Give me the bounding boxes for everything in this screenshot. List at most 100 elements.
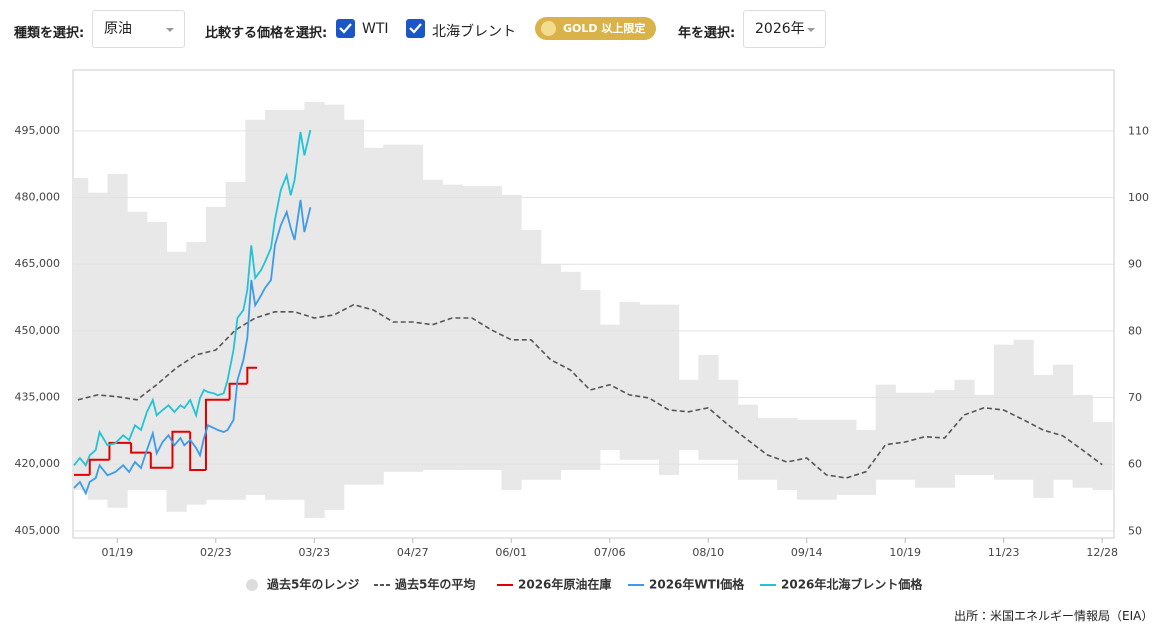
x-tick-label: 04/27 [397, 546, 429, 559]
inventory-step [108, 441, 132, 460]
y-tick-label: 420,000 [15, 457, 61, 470]
y2-tick-label: 110 [1128, 124, 1149, 137]
x-tick-label: 09/14 [791, 546, 823, 559]
legend-label: 過去5年のレンジ [267, 577, 359, 592]
y2-tick-label: 50 [1128, 524, 1142, 537]
compare-label: 比較する価格を選択: [205, 26, 328, 41]
range-band [383, 144, 404, 472]
range-band [678, 379, 699, 450]
inventory-step [171, 430, 191, 468]
range-band [619, 302, 640, 460]
x-tick-label: 03/23 [298, 546, 330, 559]
x-tick-label: 01/19 [101, 546, 133, 559]
range-band [225, 182, 246, 500]
range-band [245, 119, 266, 495]
range-band [974, 394, 995, 475]
range-band [442, 184, 463, 470]
type-select[interactable]: 原油 [92, 10, 185, 48]
range-band [481, 186, 502, 470]
wti-label[interactable]: WTI [362, 21, 389, 37]
inventory-step [246, 366, 258, 384]
x-tick-label: 02/23 [200, 546, 232, 559]
range-band [915, 392, 936, 488]
range-band [1052, 364, 1074, 480]
price-line [73, 129, 312, 468]
brent-label[interactable]: 北海ブレント [432, 24, 516, 40]
y-tick-label: 435,000 [15, 391, 61, 404]
range-band [1072, 394, 1093, 488]
range-band [737, 404, 758, 480]
range-band [324, 104, 345, 511]
average-line [77, 303, 1103, 479]
legend-symbol [246, 579, 258, 591]
year-label: 年を選択: [678, 26, 736, 41]
chart: 405,000 420,000 435,000 450,000 465,000 480,0… [15, 69, 1149, 592]
y-tick-label: 495,000 [15, 124, 61, 137]
inventory-step [189, 431, 206, 471]
price-line [73, 199, 312, 496]
y2-tick-label: 80 [1128, 324, 1142, 337]
y-tick-label: 465,000 [15, 257, 61, 270]
range-band [639, 304, 660, 460]
range-band [1092, 422, 1113, 490]
range-band [186, 242, 207, 505]
y2-tick-label: 100 [1128, 191, 1149, 204]
range-band [658, 304, 680, 475]
type-label: 種類を選択: [14, 26, 85, 41]
x-tick-label: 08/10 [692, 546, 724, 559]
range-band [284, 110, 305, 500]
range-band [718, 379, 739, 460]
inventory-step [88, 458, 110, 475]
range-band [363, 147, 384, 485]
range-band [107, 174, 128, 508]
legend-label: 2026年北海ブレント価格 [781, 577, 923, 592]
range-band [462, 186, 483, 470]
range-band [934, 390, 955, 488]
gold-text: GOLD 以上限定 [563, 22, 646, 35]
year-select[interactable]: 2026年 [743, 10, 826, 48]
y2-tick-label: 70 [1128, 391, 1142, 404]
range-band [87, 192, 108, 500]
inventory-step [149, 452, 173, 469]
range-band [855, 430, 877, 495]
range-band [146, 222, 168, 490]
range-band [993, 344, 1015, 480]
range-band [895, 392, 916, 480]
y-tick-label: 480,000 [15, 191, 61, 204]
y-tick-label: 450,000 [15, 324, 61, 337]
inventory-step [204, 398, 230, 470]
range-band [599, 324, 621, 450]
range-band [521, 230, 542, 480]
x-tick-label: 07/06 [594, 546, 626, 559]
legend-label: 2026年WTI価格 [649, 577, 745, 592]
x-tick-label: 12/28 [1086, 546, 1118, 559]
controls: 種類を選択: 原油 比較する価格を選択: WTI 北海ブレント GOLD 以上限… [0, 10, 1161, 50]
range-band [757, 418, 778, 480]
range-band [127, 211, 148, 490]
legend-label: 2026年原油在庫 [518, 577, 611, 592]
range-band [343, 119, 365, 485]
gold-badge: GOLD 以上限定 [535, 17, 656, 40]
x-tick-label: 10/19 [889, 546, 921, 559]
y2-tick-label: 90 [1128, 258, 1142, 271]
y2-tick-label: 60 [1128, 458, 1142, 471]
range-band [265, 110, 286, 500]
range-band [1013, 339, 1034, 480]
inventory-step [228, 382, 248, 400]
inventory-step [130, 442, 151, 454]
range-band [580, 290, 601, 470]
wti-checkbox[interactable] [336, 19, 355, 38]
legend-label: 過去5年の平均 [395, 577, 475, 592]
x-tick-label: 06/01 [495, 546, 527, 559]
range-band [73, 178, 89, 490]
range-band [501, 194, 522, 490]
brent-checkbox[interactable] [406, 19, 425, 38]
range-band [836, 419, 857, 495]
range-band [166, 251, 187, 512]
range-band [540, 264, 562, 480]
range-band [205, 206, 227, 500]
range-band [1033, 374, 1054, 498]
range-band [816, 419, 837, 500]
